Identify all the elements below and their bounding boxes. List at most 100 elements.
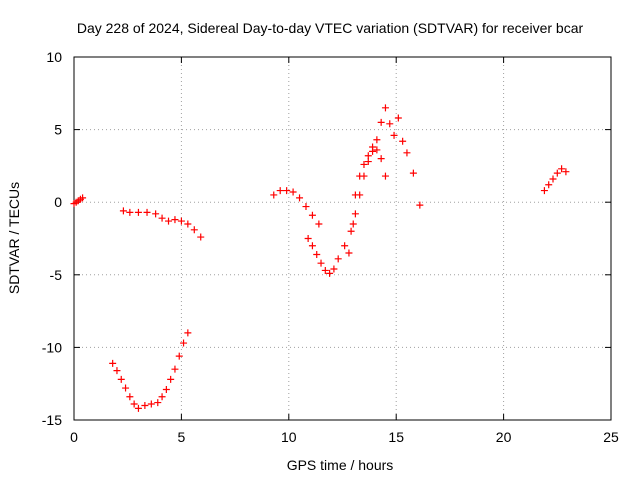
data-point	[117, 375, 125, 383]
data-point	[276, 187, 284, 195]
data-point	[177, 217, 185, 225]
data-point	[154, 399, 162, 407]
x-tick-label: 10	[281, 429, 297, 445]
x-axis-label: GPS time / hours	[287, 457, 394, 473]
data-point	[321, 266, 329, 274]
x-tick-labels: 0 5 10 15 20 25	[70, 429, 619, 445]
data-point	[152, 210, 160, 218]
data-point	[381, 172, 389, 180]
data-point	[334, 255, 342, 263]
y-axis-label: SDTVAR / TECUs	[6, 182, 22, 294]
data-point	[171, 216, 179, 224]
data-point	[416, 201, 424, 209]
y-tick-label: -15	[42, 412, 62, 428]
data-point	[377, 118, 385, 126]
data-point	[373, 136, 381, 144]
data-point	[184, 220, 192, 228]
data-point	[197, 233, 205, 241]
data-point	[134, 208, 142, 216]
series-arc-6	[345, 104, 417, 257]
data-point	[158, 393, 166, 401]
data-point	[289, 188, 297, 196]
x-tick-label: 20	[496, 429, 512, 445]
y-tick-label: -10	[42, 339, 62, 355]
data-point	[122, 384, 130, 392]
series-arc-1	[70, 194, 87, 208]
plot-frame	[73, 56, 612, 421]
data-point	[360, 160, 368, 168]
data-point	[167, 375, 175, 383]
data-point	[553, 169, 561, 177]
x-tick-label: 5	[178, 429, 186, 445]
data-point	[308, 242, 316, 250]
data-point	[171, 365, 179, 373]
data-point	[175, 352, 183, 360]
data-point	[126, 393, 134, 401]
data-point	[403, 149, 411, 157]
data-point	[315, 220, 323, 228]
data-point	[386, 120, 394, 128]
series-arc-2	[119, 207, 205, 241]
data-point	[330, 265, 338, 273]
data-point	[113, 367, 121, 375]
x-tick-label: 0	[70, 429, 78, 445]
data-point	[369, 143, 377, 151]
data-point	[270, 191, 278, 199]
data-point	[345, 249, 353, 257]
data-point	[304, 235, 312, 242]
data-point	[540, 187, 548, 195]
data-point	[377, 155, 385, 163]
data-point	[545, 181, 553, 189]
data-point	[317, 259, 325, 267]
data-points	[70, 104, 570, 412]
x-tick-label: 25	[603, 429, 619, 445]
data-point	[313, 250, 321, 258]
data-point	[399, 137, 407, 145]
data-point	[373, 146, 381, 154]
data-point	[283, 187, 291, 195]
series-arc-7	[416, 201, 424, 209]
data-point	[558, 165, 566, 173]
data-point	[147, 400, 155, 408]
data-point	[302, 203, 310, 211]
data-point	[141, 401, 149, 409]
data-point	[356, 172, 364, 180]
data-point	[119, 207, 127, 215]
data-point	[326, 269, 334, 277]
data-point	[109, 359, 117, 367]
data-point	[381, 104, 389, 112]
data-point	[364, 152, 372, 160]
data-point	[130, 400, 138, 408]
data-point	[162, 386, 170, 394]
data-point	[308, 211, 316, 219]
data-point	[180, 339, 188, 347]
data-point	[158, 214, 166, 222]
data-point	[351, 210, 359, 218]
series-arc-8	[540, 165, 570, 195]
data-point	[165, 217, 173, 225]
data-point	[190, 226, 198, 234]
data-point	[390, 131, 398, 139]
series-arc-5	[304, 146, 389, 277]
data-point	[143, 208, 151, 216]
data-point	[296, 194, 304, 202]
data-point	[184, 329, 192, 337]
data-point	[409, 169, 417, 177]
data-point	[549, 175, 557, 183]
chart-title: Day 228 of 2024, Sidereal Day-to-day VTE…	[77, 20, 584, 36]
series-arc-3	[109, 329, 192, 412]
y-tick-label: 0	[54, 194, 62, 210]
data-point	[134, 404, 142, 412]
y-tick-label: -5	[50, 267, 63, 283]
data-point	[347, 227, 355, 235]
series-arc-4	[270, 187, 323, 228]
axis-ticks	[73, 56, 612, 421]
data-point	[349, 220, 357, 228]
data-point	[126, 208, 134, 216]
data-point	[394, 114, 402, 122]
data-point	[351, 191, 359, 199]
grid-lines	[74, 57, 611, 420]
data-point	[341, 242, 349, 250]
